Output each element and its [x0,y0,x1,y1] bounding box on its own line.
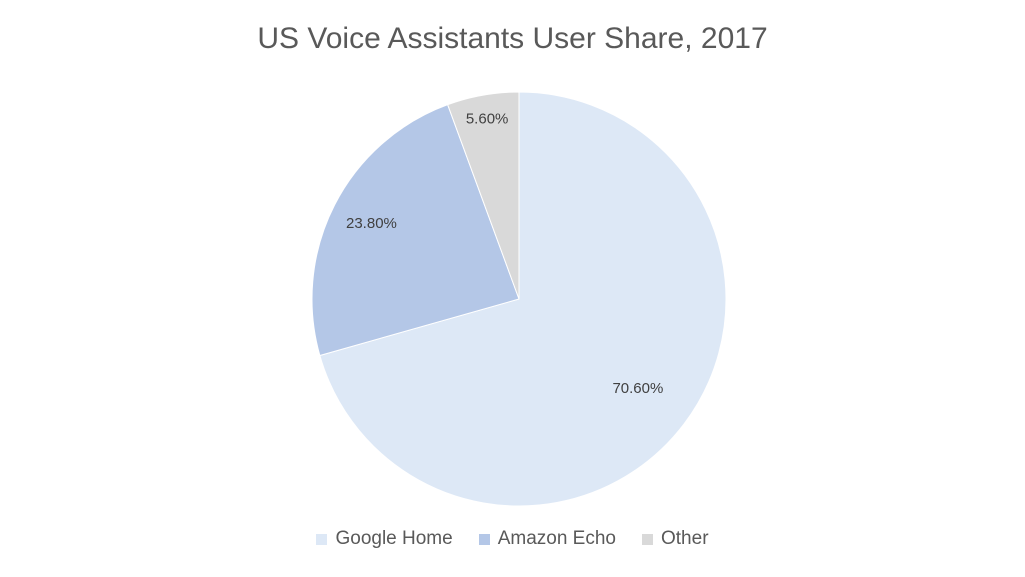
pie-slice-amazon-echo [311,104,520,357]
data-label-other: 5.60% [466,111,509,128]
legend-swatch-other [642,533,653,545]
legend-label-google-home: Google Home [335,528,453,549]
pie-slice-google-home [319,91,727,507]
legend-label-amazon-echo: Amazon Echo [497,528,616,549]
legend: Google Home Amazon Echo Other [0,528,1025,550]
data-label-amazon-echo: 23.80% [346,215,397,232]
legend-swatch-amazon-echo [478,533,490,545]
legend-item-google-home: Google Home [316,528,453,550]
legend-item-amazon-echo: Amazon Echo [478,528,616,550]
legend-item-other: Other [642,528,709,550]
chart-title: US Voice Assistants User Share, 2017 [257,22,768,55]
legend-label-other: Other [661,528,709,549]
legend-swatch-google-home [316,533,328,545]
pie-slice-other [447,91,520,300]
data-label-google-home: 70.60% [612,380,663,397]
